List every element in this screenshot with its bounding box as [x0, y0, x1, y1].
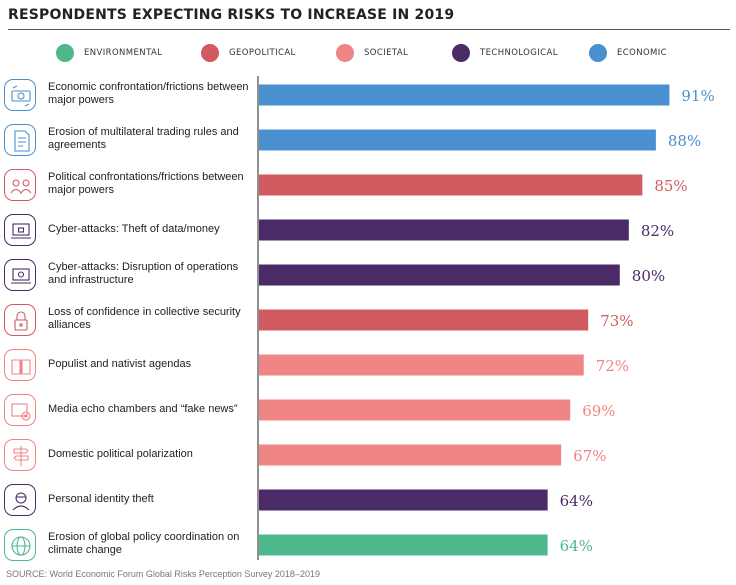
- book-icon: [4, 349, 36, 381]
- category-label: Cyber-attacks: Disruption of operations …: [48, 261, 239, 286]
- bar-value-label: 73%: [600, 312, 633, 330]
- laptop-lock-icon: [4, 214, 36, 246]
- legend-swatch: [56, 44, 74, 62]
- category-label: Media echo chambers and “fake news”: [48, 402, 238, 415]
- bar-1: [259, 84, 670, 106]
- category-label: Loss of confidence in collective securit…: [48, 306, 241, 331]
- source-note: SOURCE: World Economic Forum Global Risk…: [6, 569, 320, 579]
- category-label: Personal identity theft: [48, 492, 154, 505]
- category-label: Economic confrontation/frictions between…: [48, 81, 249, 106]
- signpost-icon: [4, 439, 36, 471]
- legend-label: SOCIETAL: [364, 48, 409, 58]
- category-label: Erosion of global policy coordination on…: [48, 531, 240, 556]
- legend-item-economic: ECONOMIC: [589, 44, 667, 62]
- chart-title: RESPONDENTS EXPECTING RISKS TO INCREASE …: [8, 7, 455, 23]
- bar-7: [259, 354, 584, 376]
- legend-item-societal: SOCIETAL: [336, 44, 408, 62]
- category-label: Political confrontations/frictions betwe…: [48, 171, 244, 196]
- bar-value-label: 72%: [596, 357, 629, 375]
- legend-swatch: [201, 44, 219, 62]
- legend-label: ENVIRONMENTAL: [84, 48, 163, 58]
- bar-value-label: 91%: [681, 87, 714, 105]
- screen-cross-icon: [4, 394, 36, 426]
- padlock-icon: [4, 304, 36, 336]
- bar-value-label: 80%: [632, 267, 665, 285]
- bar-3: [259, 174, 643, 196]
- people-group-icon: [4, 169, 36, 201]
- bar-9: [259, 444, 562, 466]
- bar-8: [259, 399, 571, 421]
- bar-10: [259, 489, 548, 511]
- bar-4: [259, 219, 629, 241]
- document-icon: [4, 124, 36, 156]
- legend-label: GEOPOLITICAL: [229, 48, 296, 58]
- bar-value-label: 64%: [560, 537, 593, 555]
- category-label: Erosion of multilateral trading rules an…: [48, 126, 239, 151]
- legend-label: ECONOMIC: [617, 48, 668, 58]
- legend: ENVIRONMENTAL GEOPOLITICAL SOCIETAL TECHNOL…: [0, 44, 736, 64]
- bar-value-label: 64%: [560, 492, 593, 510]
- bar-6: [259, 309, 589, 331]
- category-label: Populist and nativist agendas: [48, 357, 192, 370]
- legend-swatch: [452, 44, 470, 62]
- legend-swatch: [589, 44, 607, 62]
- legend-label: TECHNOLOGICAL: [480, 48, 558, 58]
- bar-value-label: 69%: [582, 402, 615, 420]
- bar-value-label: 67%: [573, 447, 606, 465]
- legend-swatch: [336, 44, 354, 62]
- bar-11: [259, 534, 548, 556]
- bar-2: [259, 129, 656, 151]
- bar-value-label: 88%: [668, 132, 701, 150]
- bar-value-label: 82%: [641, 222, 674, 240]
- globe-icon: [4, 529, 36, 561]
- anonymous-person-icon: [4, 484, 36, 516]
- title-rule: [8, 29, 730, 30]
- bar-5: [259, 264, 620, 286]
- legend-item-technological: TECHNOLOGICAL: [452, 44, 558, 62]
- bar-value-label: 85%: [654, 177, 687, 195]
- money-exchange-icon: [4, 79, 36, 111]
- laptop-network-icon: [4, 259, 36, 291]
- category-label: Domestic political polarization: [48, 447, 193, 460]
- legend-item-environmental: ENVIRONMENTAL: [56, 44, 162, 62]
- category-label: Cyber-attacks: Theft of data/money: [48, 222, 220, 235]
- legend-item-geopolitical: GEOPOLITICAL: [201, 44, 296, 62]
